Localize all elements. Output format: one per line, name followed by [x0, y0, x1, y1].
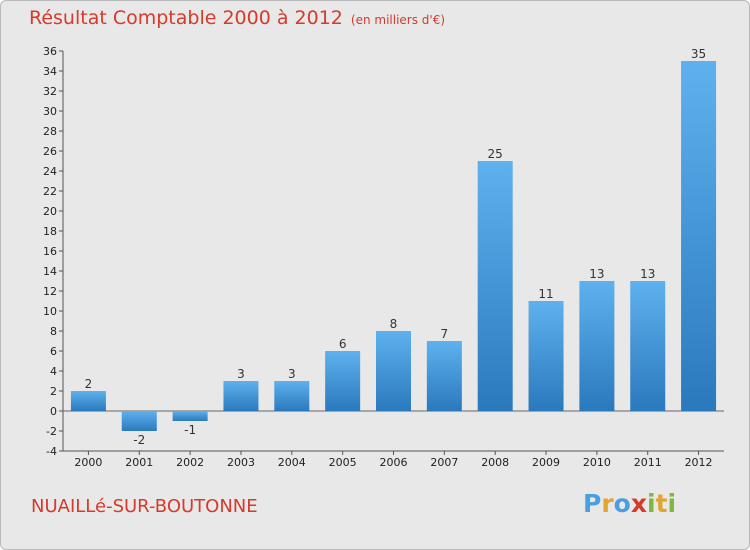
y-tick-label: 12 [43, 285, 57, 298]
logo-letter: i [647, 489, 656, 518]
y-tick-label: 36 [43, 45, 57, 58]
y-tick-label: 30 [43, 105, 57, 118]
data-label: 13 [640, 267, 655, 281]
bar [630, 281, 666, 411]
data-label: 8 [390, 317, 398, 331]
y-tick-label: 24 [43, 165, 57, 178]
y-tick-label: 8 [50, 325, 57, 338]
x-tick-label: 2004 [278, 456, 306, 469]
bar [528, 301, 564, 411]
data-label: 6 [339, 337, 347, 351]
x-tick-label: 2011 [634, 456, 662, 469]
data-label: 35 [691, 47, 706, 61]
y-tick-label: 32 [43, 85, 57, 98]
bar [121, 411, 157, 431]
y-tick-label: 28 [43, 125, 57, 138]
bar [274, 381, 310, 411]
logo-letter: r [601, 489, 614, 518]
y-tick-label: 14 [43, 265, 57, 278]
y-tick-label: 4 [50, 365, 57, 378]
y-tick-label: 16 [43, 245, 57, 258]
y-tick-label: 2 [50, 385, 57, 398]
x-tick-label: 2003 [227, 456, 255, 469]
data-label: 3 [288, 367, 296, 381]
y-tick-label: 0 [50, 405, 57, 418]
x-tick-label: 2012 [685, 456, 713, 469]
chart-subtitle: (en milliers d'€) [350, 13, 446, 27]
x-tick-label: 2007 [430, 456, 458, 469]
y-tick-label: 22 [43, 185, 57, 198]
bar [172, 411, 208, 421]
data-label: 25 [488, 147, 503, 161]
bar [70, 391, 106, 411]
chart-bars [70, 61, 717, 431]
x-tick-label: 2000 [74, 456, 102, 469]
commune-name: NUAILLé-SUR-BOUTONNE [31, 496, 258, 517]
y-tick-label: 18 [43, 225, 57, 238]
x-tick-label: 2002 [176, 456, 204, 469]
y-tick-label: 34 [43, 65, 57, 78]
y-tick-label: -2 [46, 425, 57, 438]
y-tick-label: 26 [43, 145, 57, 158]
logo-letter: t [655, 489, 668, 518]
chart-title-text: Résultat Comptable 2000 à 2012 [29, 7, 343, 29]
x-tick-label: 2005 [329, 456, 357, 469]
data-label: -1 [184, 423, 196, 437]
chart-title: Résultat Comptable 2000 à 2012 (en millie… [29, 7, 445, 29]
data-label: 7 [441, 327, 449, 341]
proxiti-logo: Proxiti [583, 489, 676, 518]
x-tick-label: 2009 [532, 456, 560, 469]
bar [681, 61, 717, 411]
chart-labels: 2 -2 -1 3 3 6 8 7 25 11 13 13 35 [85, 47, 707, 447]
logo-letter: o [613, 489, 631, 518]
y-tick-label: 6 [50, 345, 57, 358]
bar [325, 351, 361, 411]
logo-letter: x [630, 489, 647, 518]
y-tick-label: -4 [46, 445, 57, 458]
data-label: 13 [589, 267, 604, 281]
logo-letter: i [667, 489, 677, 518]
logo-letter: P [583, 489, 602, 518]
y-tick-label: 20 [43, 205, 57, 218]
data-label: 11 [538, 287, 553, 301]
bar [579, 281, 615, 411]
bar [477, 161, 513, 411]
y-tick-label: 10 [43, 305, 57, 318]
x-tick-label: 2008 [481, 456, 509, 469]
data-label: -2 [133, 433, 145, 447]
x-tick-label: 2010 [583, 456, 611, 469]
bar [223, 381, 259, 411]
bar [426, 341, 462, 411]
data-label: 3 [237, 367, 245, 381]
x-tick-label: 2001 [125, 456, 153, 469]
x-tick-label: 2006 [380, 456, 408, 469]
bar [376, 331, 411, 411]
data-label: 2 [85, 377, 93, 391]
